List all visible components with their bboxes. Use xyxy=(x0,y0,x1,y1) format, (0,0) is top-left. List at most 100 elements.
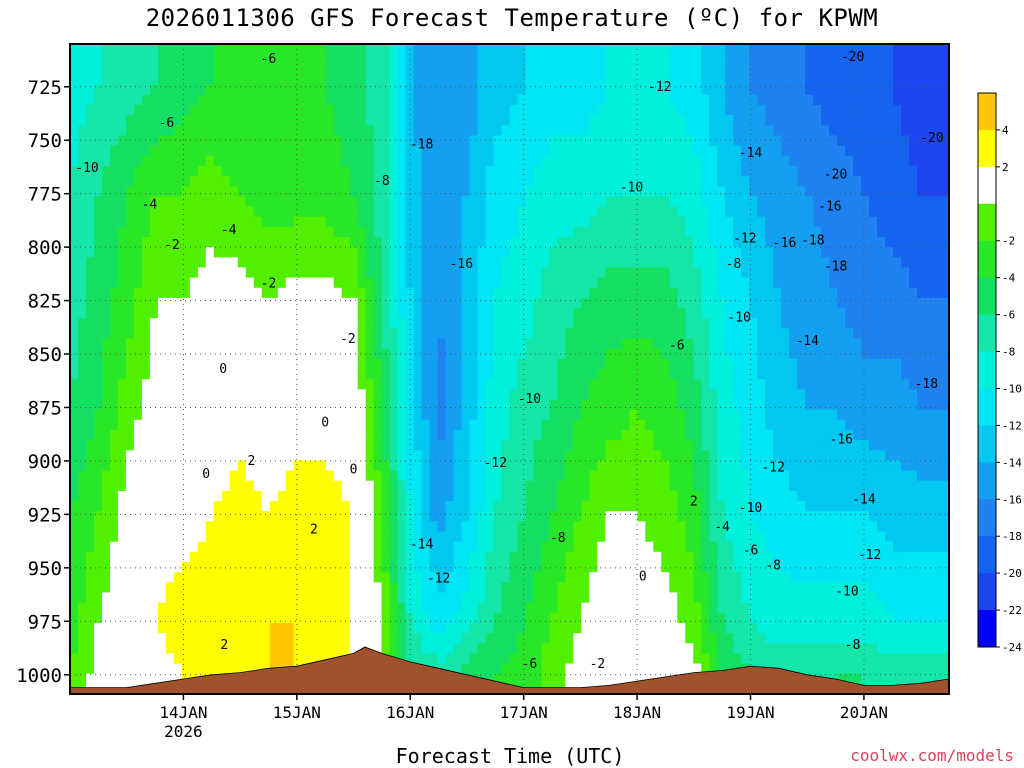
field-cell xyxy=(589,257,598,269)
field-cell xyxy=(261,429,271,441)
field-cell xyxy=(565,297,574,309)
field-cell xyxy=(437,541,447,553)
field-cell xyxy=(253,399,263,411)
field-cell xyxy=(157,237,167,248)
field-cell xyxy=(381,318,391,329)
field-cell xyxy=(421,287,431,299)
field-cell xyxy=(437,115,447,126)
field-cell xyxy=(173,74,183,86)
field-cell xyxy=(493,399,503,411)
field-cell xyxy=(269,531,279,543)
field-cell xyxy=(541,84,551,96)
field-cell xyxy=(557,196,566,208)
field-cell xyxy=(349,328,359,340)
field-cell xyxy=(413,287,423,299)
field-cell xyxy=(133,531,143,543)
field-cell xyxy=(453,257,463,269)
field-cell xyxy=(589,348,598,360)
field-cell xyxy=(293,84,303,96)
field-cell xyxy=(541,572,551,583)
field-cell xyxy=(221,135,231,147)
field-cell xyxy=(125,633,135,644)
field-cell xyxy=(477,277,487,289)
field-cell xyxy=(269,135,279,147)
field-cell xyxy=(549,287,559,299)
field-cell xyxy=(293,277,303,289)
field-cell xyxy=(501,277,511,289)
field-cell xyxy=(589,429,598,441)
field-cell xyxy=(613,125,622,137)
field-cell xyxy=(333,135,343,147)
field-cell xyxy=(285,206,295,218)
field-cell xyxy=(181,165,191,177)
field-cell xyxy=(349,196,359,208)
field-cell xyxy=(445,277,455,289)
field-cell xyxy=(413,257,423,269)
field-cell xyxy=(661,297,670,309)
field-cell xyxy=(589,287,598,299)
field-cell xyxy=(277,562,287,573)
field-cell xyxy=(445,186,455,197)
field-cell xyxy=(429,419,439,431)
field-cell xyxy=(477,633,487,644)
field-cell xyxy=(685,196,694,208)
field-cell xyxy=(365,186,375,197)
field-cell xyxy=(477,490,487,502)
field-cell xyxy=(94,267,103,279)
field-cell xyxy=(86,592,95,604)
field-cell xyxy=(429,64,439,76)
field-cell xyxy=(389,186,399,197)
field-cell xyxy=(629,521,638,533)
field-cell xyxy=(549,653,559,665)
field-cell xyxy=(437,490,447,502)
field-cell xyxy=(181,582,191,594)
field-cell xyxy=(229,379,239,390)
field-cell xyxy=(685,308,694,319)
field-cell xyxy=(437,399,447,411)
field-cell xyxy=(397,551,407,563)
field-cell xyxy=(597,115,606,126)
field-cell xyxy=(637,389,646,401)
field-cell xyxy=(181,226,191,238)
field-cell xyxy=(573,602,582,614)
field-cell xyxy=(533,277,543,289)
field-cell xyxy=(501,663,511,675)
field-cell xyxy=(549,125,559,137)
field-cell xyxy=(477,511,487,522)
field-cell xyxy=(229,572,239,583)
field-cell xyxy=(381,582,391,594)
field-cell xyxy=(405,237,415,248)
field-cell xyxy=(237,84,247,96)
field-cell xyxy=(589,369,598,380)
field-cell xyxy=(141,115,151,126)
field-cell xyxy=(405,206,415,218)
field-cell xyxy=(205,633,215,644)
field-cell xyxy=(157,115,167,126)
field-cell xyxy=(661,389,670,401)
field-cell xyxy=(581,673,590,685)
field-cell xyxy=(285,399,295,411)
field-cell xyxy=(70,673,79,685)
field-cell xyxy=(645,247,654,258)
field-cell xyxy=(173,531,183,543)
field-cell xyxy=(205,409,215,421)
field-cell xyxy=(437,470,447,482)
field-cell xyxy=(229,562,239,573)
field-cell xyxy=(165,145,175,157)
field-cell xyxy=(333,369,343,380)
field-cell xyxy=(165,155,175,167)
field-cell xyxy=(117,633,127,644)
field-cell xyxy=(125,257,135,269)
field-cell xyxy=(461,429,471,441)
field-cell xyxy=(677,602,686,614)
field-cell xyxy=(117,186,127,197)
field-cell xyxy=(677,267,686,279)
field-cell xyxy=(317,297,327,309)
field-cell xyxy=(381,592,391,604)
field-cell xyxy=(253,196,263,208)
field-cell xyxy=(605,226,614,238)
field-cell xyxy=(597,572,606,583)
field-cell xyxy=(373,531,383,543)
field-cell xyxy=(229,165,239,177)
field-cell xyxy=(78,419,87,431)
